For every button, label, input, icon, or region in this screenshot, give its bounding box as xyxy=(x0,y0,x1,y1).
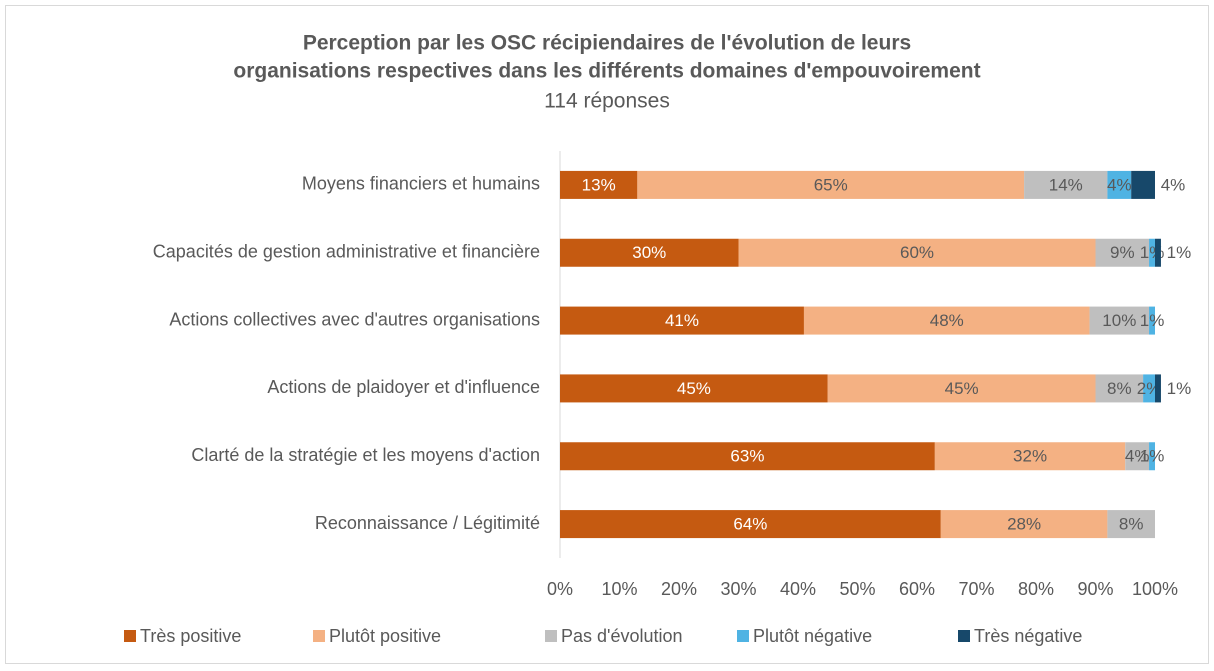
data-label: 41% xyxy=(665,311,699,330)
bar-segment xyxy=(1149,442,1155,471)
legend-swatch xyxy=(124,630,136,642)
bar-segment xyxy=(934,442,1126,471)
x-tick-label: 40% xyxy=(780,579,816,599)
y-tick-label: Capacités de gestion administrative et f… xyxy=(153,242,540,262)
data-label: 1% xyxy=(1140,311,1165,330)
data-label: 8% xyxy=(1119,515,1144,534)
bar-segment xyxy=(560,238,739,267)
x-tick-label: 90% xyxy=(1077,579,1113,599)
legend-swatch xyxy=(545,630,557,642)
bar-segment xyxy=(1095,238,1150,267)
y-tick-label: Moyens financiers et humains xyxy=(302,174,540,194)
data-label: 28% xyxy=(1007,515,1041,534)
x-tick-label: 20% xyxy=(661,579,697,599)
x-tick-label: 10% xyxy=(601,579,637,599)
bar-segment xyxy=(560,374,828,403)
legend-swatch xyxy=(313,630,325,642)
x-tick-label: 80% xyxy=(1018,579,1054,599)
bar-segment xyxy=(1155,374,1161,403)
legend-swatch xyxy=(958,630,970,642)
data-label: 64% xyxy=(733,515,767,534)
data-label: 45% xyxy=(945,379,979,398)
data-label: 63% xyxy=(730,447,764,466)
bar-segment xyxy=(560,442,935,471)
y-tick-label: Actions collectives avec d'autres organi… xyxy=(169,309,540,329)
bar-segment xyxy=(1143,374,1155,403)
y-tick-label: Actions de plaidoyer et d'influence xyxy=(267,377,540,397)
legend-swatch xyxy=(737,630,749,642)
legend-label: Plutôt négative xyxy=(753,626,872,646)
legend-label: Très négative xyxy=(974,626,1082,646)
legend-label: Très positive xyxy=(140,626,241,646)
x-tick-label: 100% xyxy=(1132,579,1178,599)
chart-title: organisations respectives dans les diffé… xyxy=(233,60,980,83)
bar-segment xyxy=(1131,170,1155,199)
x-tick-label: 70% xyxy=(958,579,994,599)
data-label: 8% xyxy=(1107,379,1132,398)
bar-segment xyxy=(1024,170,1108,199)
bar-segment xyxy=(560,510,941,539)
data-label: 9% xyxy=(1110,243,1135,262)
bar-segment xyxy=(940,510,1108,539)
x-tick-label: 60% xyxy=(899,579,935,599)
data-label: 14% xyxy=(1049,175,1083,194)
bar-segment xyxy=(1155,238,1161,267)
data-label: 30% xyxy=(632,243,666,262)
bar-segment xyxy=(803,306,1090,335)
data-label: 48% xyxy=(930,311,964,330)
chart-subtitle: 114 réponses xyxy=(544,90,670,113)
bar-segment xyxy=(1149,306,1155,335)
data-label: 4% xyxy=(1107,175,1132,194)
data-label: 13% xyxy=(582,175,616,194)
data-label: 4% xyxy=(1161,175,1186,194)
bar-segment xyxy=(1095,374,1144,403)
data-label: 45% xyxy=(677,379,711,398)
x-tick-label: 30% xyxy=(720,579,756,599)
data-label: 65% xyxy=(814,175,848,194)
bar-segment xyxy=(1089,306,1150,335)
bar-segment xyxy=(827,374,1096,403)
bar-segment xyxy=(1107,170,1132,199)
legend-label: Pas d'évolution xyxy=(561,626,683,646)
data-label: 60% xyxy=(900,243,934,262)
data-label: 32% xyxy=(1013,447,1047,466)
bar-segment xyxy=(1149,238,1155,267)
legend-label: Plutôt positive xyxy=(329,626,441,646)
bar-segment xyxy=(738,238,1096,267)
chart-title: Perception par les OSC récipiendaires de… xyxy=(303,32,911,55)
data-label: 1% xyxy=(1140,447,1165,466)
y-tick-label: Reconnaissance / Légitimité xyxy=(315,513,540,533)
bar-segment xyxy=(560,170,638,199)
y-tick-label: Clarté de la stratégie et les moyens d'a… xyxy=(191,445,540,465)
x-tick-label: 50% xyxy=(839,579,875,599)
bar-segment xyxy=(1125,442,1150,471)
bar-segment xyxy=(637,170,1025,199)
bar-segment xyxy=(560,306,804,335)
data-label: 10% xyxy=(1102,311,1136,330)
data-label: 1% xyxy=(1167,243,1192,262)
x-tick-label: 0% xyxy=(547,579,573,599)
data-label: 1% xyxy=(1167,379,1192,398)
data-label: 4% xyxy=(1125,447,1150,466)
bar-segment xyxy=(1107,510,1155,539)
